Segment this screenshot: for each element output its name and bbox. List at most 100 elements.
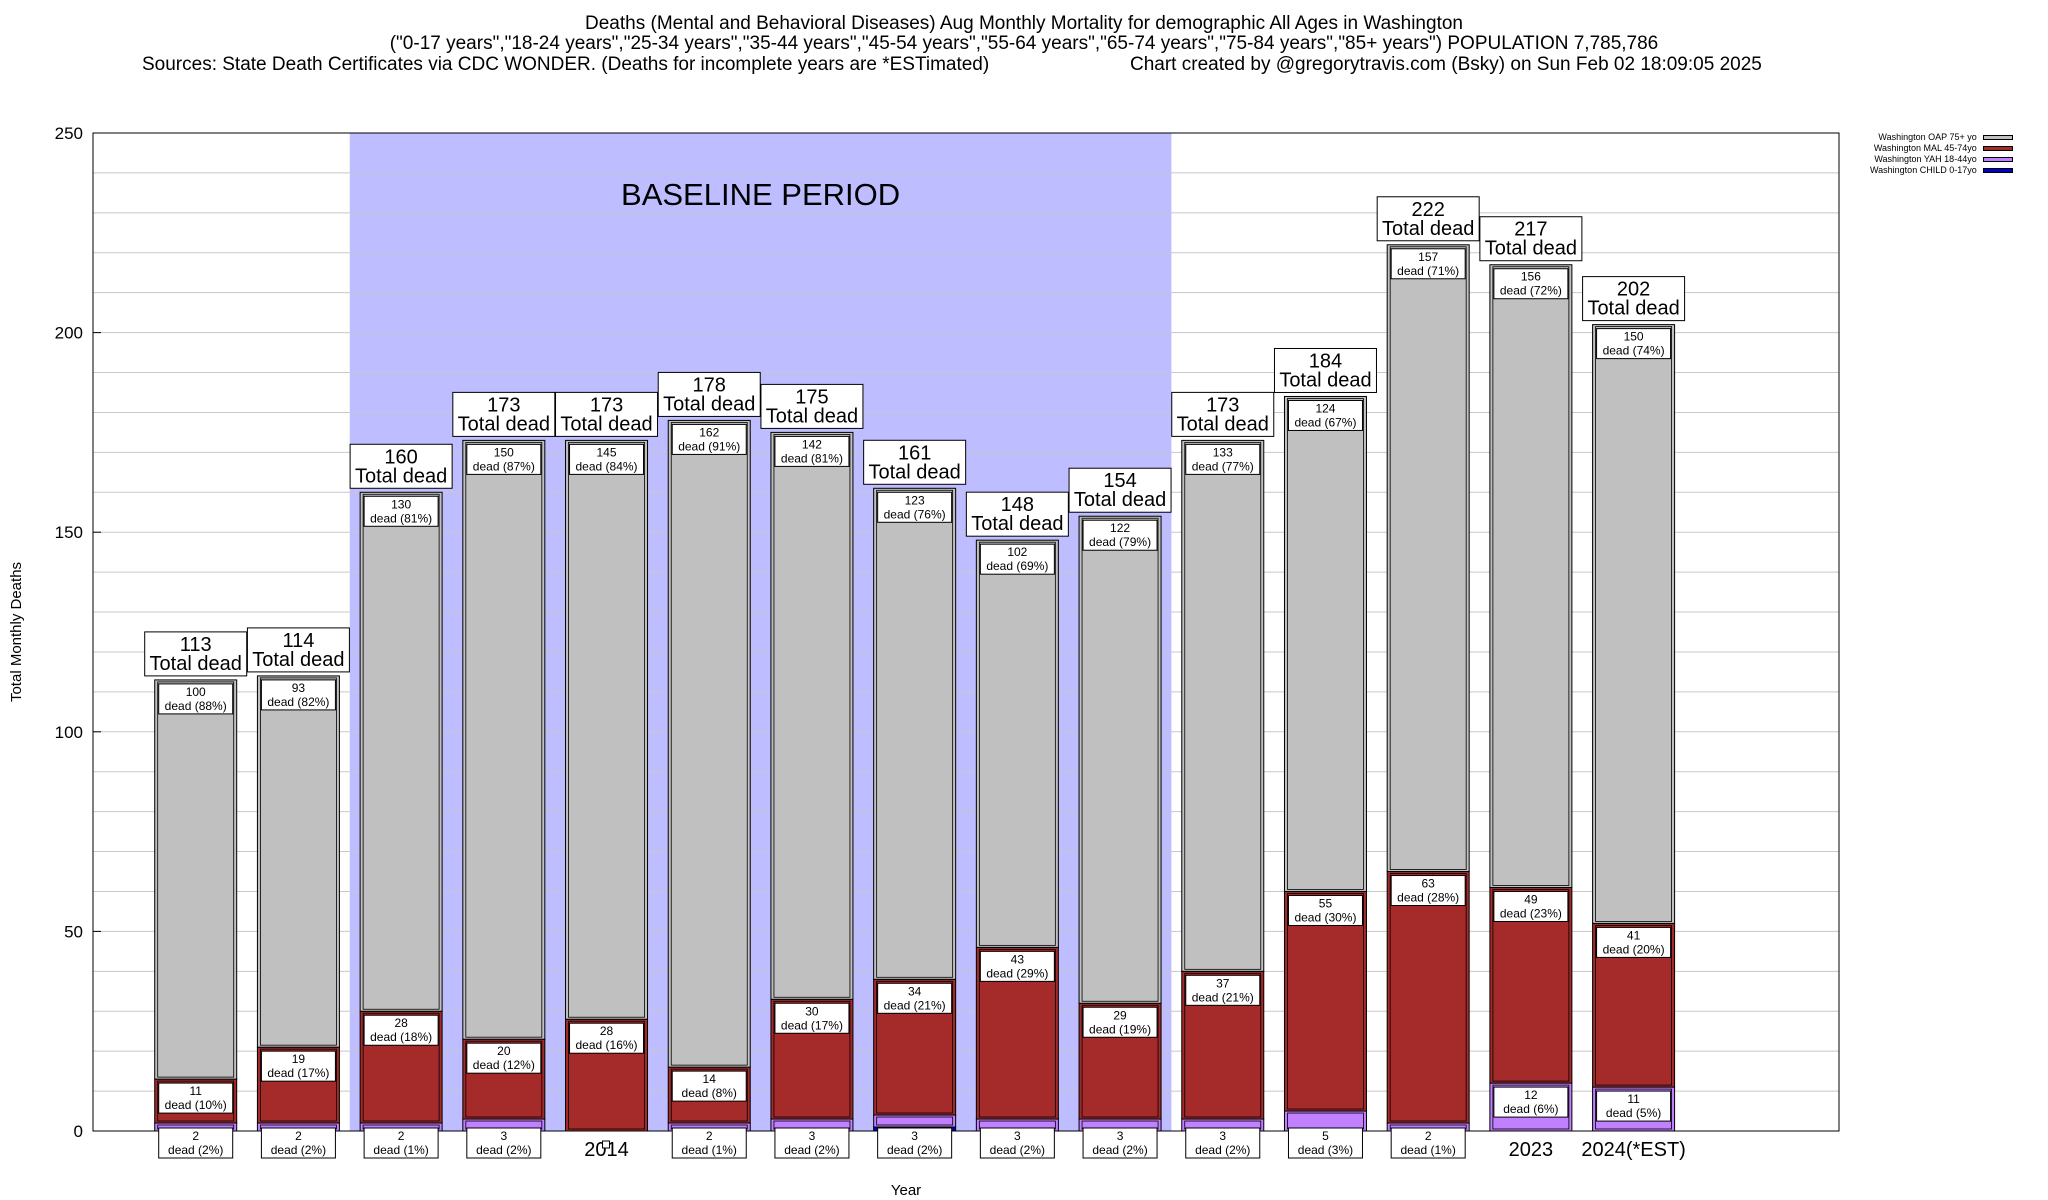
total-label-box: [965, 491, 1069, 537]
data-label-count: 34: [908, 984, 922, 998]
data-label-count: 2: [398, 1129, 405, 1143]
total-label-text: Total dead: [560, 413, 652, 435]
data-label-box: [1596, 1090, 1672, 1122]
data-label-box: [1287, 399, 1363, 431]
data-label-percent: dead (74%): [1603, 344, 1665, 358]
data-label-percent: dead (8%): [682, 1086, 737, 1100]
data-label-count: 29: [1113, 1008, 1127, 1022]
data-label-box: [260, 679, 336, 711]
bar-stack: [462, 439, 546, 1132]
bar-segment-inner-border: [362, 1012, 440, 1122]
total-label-box: [863, 439, 967, 485]
data-label-box: [671, 1070, 747, 1102]
data-label-box: [1287, 1127, 1363, 1159]
data-label-percent: dead (67%): [1294, 415, 1356, 429]
bar-stack: [667, 419, 751, 1132]
data-label-box: [466, 1042, 542, 1074]
bar-segment: [154, 679, 238, 1080]
data-label-count: 2: [295, 1129, 302, 1143]
plot-border: [92, 132, 1840, 1132]
data-label-box: [260, 1127, 336, 1159]
bar-stack: [1489, 264, 1573, 1132]
total-label-value: 173: [590, 394, 623, 416]
y-tick-label: 200: [55, 324, 83, 343]
bar-segment-inner-border: [978, 541, 1056, 946]
data-label-percent: dead (1%): [1400, 1143, 1455, 1157]
bar-segment-inner-border: [773, 433, 851, 998]
bar-segment: [359, 491, 443, 1012]
chart-title-block: Deaths (Mental and Behavioral Diseases) …: [0, 14, 2048, 54]
data-label-percent: dead (12%): [473, 1058, 535, 1072]
bar-segment: [565, 439, 649, 1020]
total-label-value: 148: [1001, 494, 1034, 516]
data-label-box: [1287, 894, 1363, 926]
data-label-count: 124: [1315, 401, 1335, 415]
total-label-value: 173: [1206, 394, 1239, 416]
total-label-box: [1068, 467, 1172, 513]
bar-segment: [873, 487, 957, 980]
data-label-box: [979, 1127, 1055, 1159]
data-label-box: [877, 982, 953, 1014]
bar-stack: [1386, 244, 1470, 1132]
data-label-percent: dead (2%): [990, 1143, 1045, 1157]
data-label-percent: dead (2%): [784, 1143, 839, 1157]
total-label-value: 175: [795, 386, 828, 408]
data-label-percent: dead (2%): [168, 1143, 223, 1157]
data-label-percent: dead (76%): [884, 507, 946, 521]
bar-segment-inner-border: [670, 422, 748, 1066]
data-label-count: 43: [1011, 952, 1025, 966]
empty-label-marker: [602, 1140, 611, 1149]
data-label-box: [158, 683, 234, 715]
data-label-percent: dead (77%): [1192, 459, 1254, 473]
legend-item-child: Washington CHILD 0-17yo: [1870, 165, 2013, 176]
data-label-percent: dead (2%): [271, 1143, 326, 1157]
total-label-value: 173: [487, 394, 520, 416]
data-label-count: 2: [706, 1129, 713, 1143]
total-label-text: Total dead: [355, 465, 447, 487]
data-label-box: [774, 1002, 850, 1034]
data-label-box: [1185, 443, 1261, 475]
bar-segment-inner-border: [876, 980, 954, 1114]
data-label-percent: dead (17%): [781, 1018, 843, 1032]
data-label-count: 37: [1216, 976, 1230, 990]
data-label-percent: dead (21%): [884, 998, 946, 1012]
data-label-box: [774, 435, 850, 467]
data-label-percent: dead (81%): [781, 451, 843, 465]
data-label-percent: dead (2%): [1092, 1143, 1147, 1157]
total-label-value: 202: [1617, 279, 1650, 301]
data-label-percent: dead (28%): [1397, 891, 1459, 905]
bar-stack: [1283, 395, 1367, 1132]
data-label-count: 14: [703, 1072, 717, 1086]
data-label-box: [1390, 1127, 1466, 1159]
data-label-count: 3: [1117, 1129, 1124, 1143]
data-label-box: [260, 1050, 336, 1082]
total-label-value: 154: [1103, 470, 1136, 492]
data-label-percent: dead (69%): [986, 559, 1048, 573]
data-label-percent: dead (20%): [1603, 942, 1665, 956]
bar-stack: [256, 675, 340, 1132]
bar-segment-inner-border: [465, 1040, 543, 1118]
data-label-count: 5: [1322, 1129, 1329, 1143]
data-label-count: 130: [391, 497, 411, 511]
